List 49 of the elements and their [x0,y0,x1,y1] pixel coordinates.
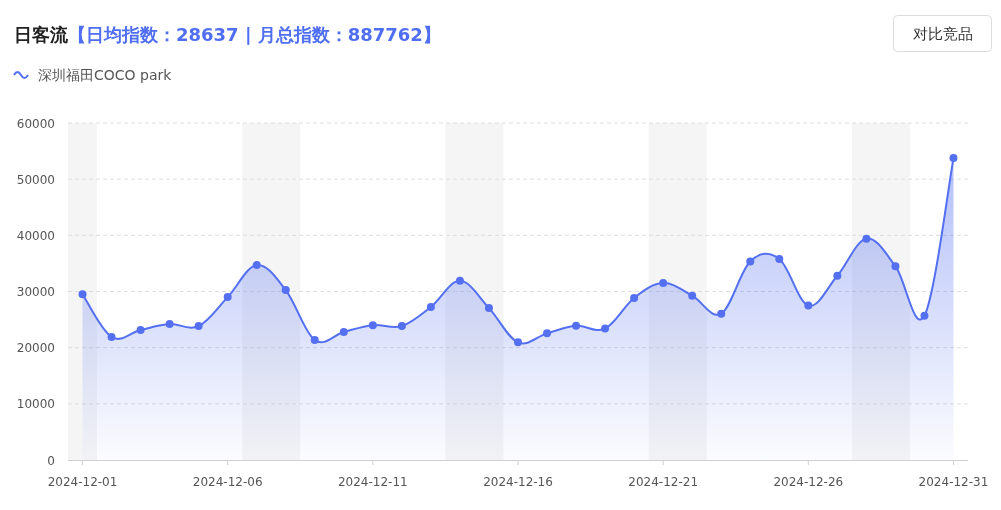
point [514,338,522,347]
point [78,290,87,299]
y-tick-label: 0 [47,453,55,468]
x-tick-label: 2024-12-21 [628,475,699,489]
x-tick-label: 2024-12-26 [773,475,844,489]
x-tick-label: 2024-12-16 [483,475,553,489]
point [659,279,668,288]
point [891,262,900,271]
point [920,311,929,320]
point [688,291,697,300]
point [455,276,464,285]
legend-label: 深圳福田COCO park [38,67,173,83]
point [310,336,319,345]
y-tick-label: 40000 [16,228,55,243]
point [368,321,377,330]
point [252,261,261,270]
x-tick-label: 2024-12-06 [192,475,263,489]
point [223,293,232,302]
point [397,322,406,331]
point [717,309,726,318]
button: 对比竞品 [893,15,992,52]
chart-subtitle: 【日均指数：28637 | 月总指数：887762】 [68,24,441,45]
point [107,333,116,341]
y-tick-label: 30000 [16,285,55,299]
point [194,322,203,331]
point [572,321,581,330]
point [165,320,174,329]
point [426,302,435,311]
point [804,301,813,310]
point [543,329,552,338]
x-tick-label: 2024-12-01 [47,475,118,489]
point [862,234,871,243]
point [949,154,958,163]
chart-title: 日客流 [14,24,69,45]
y-tick-label: 10000 [16,397,55,412]
point [601,324,610,333]
point [746,257,755,266]
point [630,293,639,302]
point [339,327,348,336]
point [775,254,784,263]
y-tick-label: 20000 [16,341,55,356]
point [833,271,842,280]
x-tick-label: 2024-12-31 [918,475,989,489]
point [136,325,145,334]
point [484,304,493,313]
y-tick-label: 50000 [16,172,55,187]
point [281,286,290,295]
x-tick-label: 2024-12-11 [337,475,408,489]
y-tick-label: 60000 [16,116,55,131]
